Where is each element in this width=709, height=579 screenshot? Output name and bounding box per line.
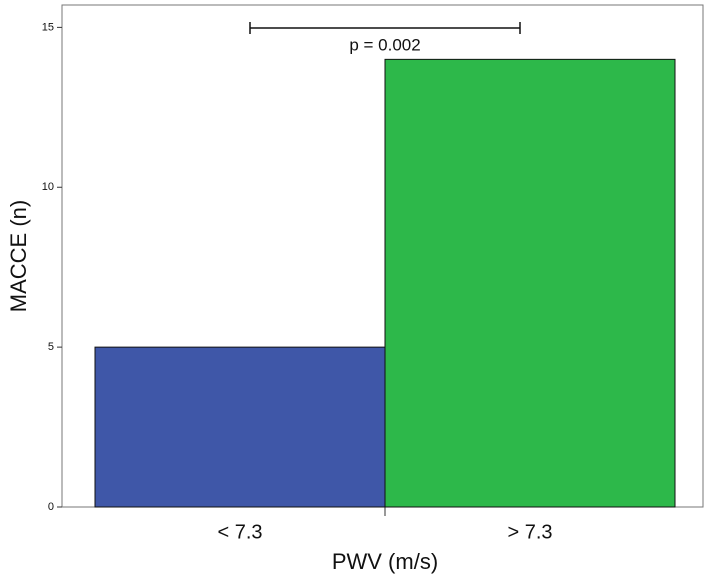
y-tick-label: 15 bbox=[42, 21, 54, 33]
y-axis-label: MACCE (n) bbox=[6, 200, 31, 312]
bar bbox=[384, 58, 676, 508]
y-tick-label: 5 bbox=[48, 341, 54, 353]
annotation: p = 0.002 bbox=[349, 35, 420, 54]
bar bbox=[94, 346, 386, 508]
significance-bracket: p = 0.002 bbox=[249, 22, 521, 54]
x-axis-label: PWV (m/s) bbox=[332, 549, 438, 574]
y-tick-label: 10 bbox=[42, 181, 54, 193]
x-tick-label: < 7.3 bbox=[217, 521, 262, 543]
x-tick-label: > 7.3 bbox=[507, 521, 552, 543]
y-tick-label: 0 bbox=[48, 501, 54, 513]
